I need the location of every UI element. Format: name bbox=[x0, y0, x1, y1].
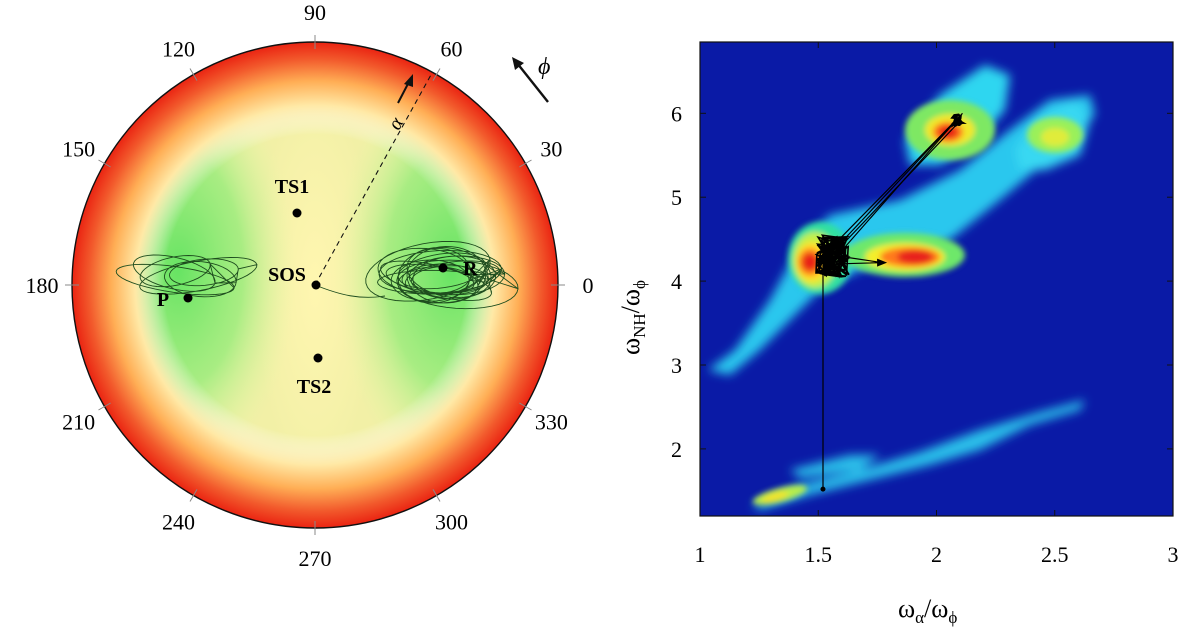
polar-tick-300 bbox=[432, 489, 441, 502]
polar-tick-label-180: 180 bbox=[26, 273, 59, 298]
heatmap-trajectory bbox=[814, 112, 967, 492]
x-tick-label-3: 3 bbox=[1168, 542, 1179, 567]
y-tick-label-2: 2 bbox=[671, 437, 682, 462]
polar-tick-labels: 0 30 60 90 120 150 180 210 240 270 300 330 bbox=[26, 0, 594, 571]
phi-arrow bbox=[512, 57, 549, 103]
x-tick-label-2.5: 2.5 bbox=[1041, 542, 1069, 567]
phi-label: ϕ bbox=[538, 54, 550, 80]
polar-tick-240 bbox=[189, 489, 198, 502]
trajectory-sos-to-r bbox=[314, 284, 386, 298]
point-sos bbox=[311, 280, 321, 290]
x-tick-label-1: 1 bbox=[695, 542, 706, 567]
point-ts2 bbox=[313, 353, 323, 363]
polar-tick-330 bbox=[519, 402, 532, 411]
polar-tick-label-270: 270 bbox=[299, 546, 332, 571]
polar-tick-label-300: 300 bbox=[435, 509, 468, 534]
polar-tick-label-0: 0 bbox=[583, 273, 594, 298]
y-tick-label-5: 5 bbox=[671, 185, 682, 210]
trajectory-cluster-top bbox=[950, 113, 967, 128]
polar-trajectories bbox=[115, 240, 519, 310]
polar-tick-60 bbox=[432, 68, 441, 81]
point-r bbox=[438, 263, 448, 273]
x-tick-label-2: 2 bbox=[931, 542, 942, 567]
point-p bbox=[183, 293, 193, 303]
polar-tick-120 bbox=[189, 68, 198, 81]
point-ts1 bbox=[292, 208, 302, 218]
polar-tick-150 bbox=[98, 159, 111, 168]
polar-ticks bbox=[65, 35, 565, 535]
trajectory-loops-r bbox=[365, 240, 519, 310]
alpha-direction-line bbox=[314, 72, 433, 286]
y-tick-label-3: 3 bbox=[671, 353, 682, 378]
trajectory-strand bbox=[827, 122, 959, 261]
polar-tick-label-330: 330 bbox=[535, 410, 568, 435]
point-label-ts2: TS2 bbox=[297, 376, 331, 398]
polar-tick-label-150: 150 bbox=[62, 137, 95, 162]
trajectory-arrowhead bbox=[877, 258, 888, 267]
x-tick-label-1.5: 1.5 bbox=[805, 542, 833, 567]
polar-points: R P TS1 TS2 SOS bbox=[157, 176, 478, 398]
polar-tick-210 bbox=[98, 402, 111, 411]
alpha-arrow bbox=[397, 74, 413, 104]
polar-tick-label-210: 210 bbox=[62, 410, 95, 435]
trajectory-strand bbox=[832, 112, 963, 253]
y-axis-label: ωNH/ωϕ bbox=[616, 280, 649, 355]
point-label-r: R bbox=[463, 258, 478, 280]
y-tick-label-4: 4 bbox=[671, 269, 682, 294]
heatmap-ticks: 1 1.5 2 2.5 3 2 3 4 5 6 bbox=[671, 42, 1179, 567]
point-label-p: P bbox=[157, 289, 169, 311]
trajectory-cluster bbox=[814, 234, 851, 279]
point-label-sos: SOS bbox=[268, 264, 306, 286]
polar-tick-label-30: 30 bbox=[540, 137, 562, 162]
polar-tick-label-240: 240 bbox=[162, 509, 195, 534]
y-tick-label-6: 6 bbox=[671, 101, 682, 126]
frequency-heatmap: 1 1.5 2 2.5 3 2 3 4 5 6 ωα/ωϕ ωNH/ωϕ bbox=[616, 41, 1179, 627]
trajectory-start bbox=[820, 486, 826, 492]
polar-tick-label-90: 90 bbox=[304, 0, 326, 25]
point-label-ts1: TS1 bbox=[275, 176, 309, 198]
polar-tick-30 bbox=[519, 159, 532, 168]
x-axis-label: ωα/ωϕ bbox=[898, 594, 957, 627]
trajectory-loops-p bbox=[115, 254, 258, 298]
polar-tick-label-60: 60 bbox=[441, 37, 463, 62]
polar-tick-label-120: 120 bbox=[162, 37, 195, 62]
